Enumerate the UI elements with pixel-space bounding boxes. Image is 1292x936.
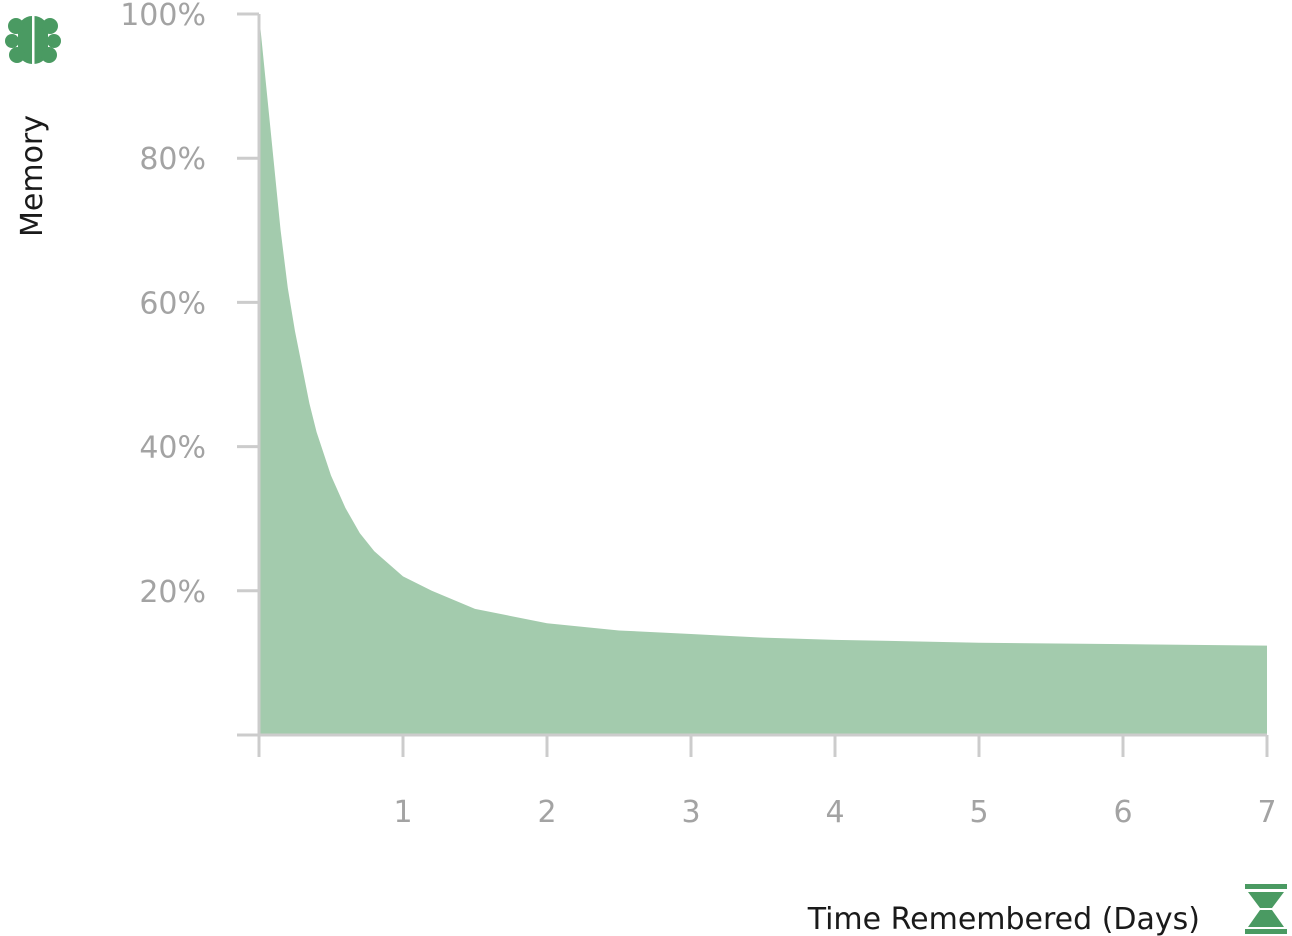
y-axis-ticks: 20% 40% 60% 80% 100% [120, 0, 259, 610]
y-tick-label: 80% [139, 142, 206, 177]
memory-area [259, 14, 1267, 735]
brain-icon [5, 16, 61, 64]
x-axis-ticks: 1 2 3 4 5 6 7 [393, 735, 1277, 830]
x-tick-label: 1 [393, 795, 412, 830]
x-tick-label: 3 [681, 795, 700, 830]
x-tick-label: 7 [1257, 795, 1276, 830]
x-tick-label: 5 [969, 795, 988, 830]
axes [237, 12, 1267, 757]
x-axis-title: Time Remembered (Days) [807, 902, 1200, 936]
hourglass-icon [1245, 884, 1287, 934]
y-tick-label: 20% [139, 575, 206, 610]
x-tick-label: 4 [825, 795, 844, 830]
y-tick-label: 40% [139, 431, 206, 466]
x-tick-label: 6 [1113, 795, 1132, 830]
y-tick-label: 100% [120, 0, 206, 33]
y-tick-label: 60% [139, 286, 206, 321]
x-tick-label: 2 [537, 795, 556, 830]
y-axis-title: Memory [15, 115, 50, 237]
